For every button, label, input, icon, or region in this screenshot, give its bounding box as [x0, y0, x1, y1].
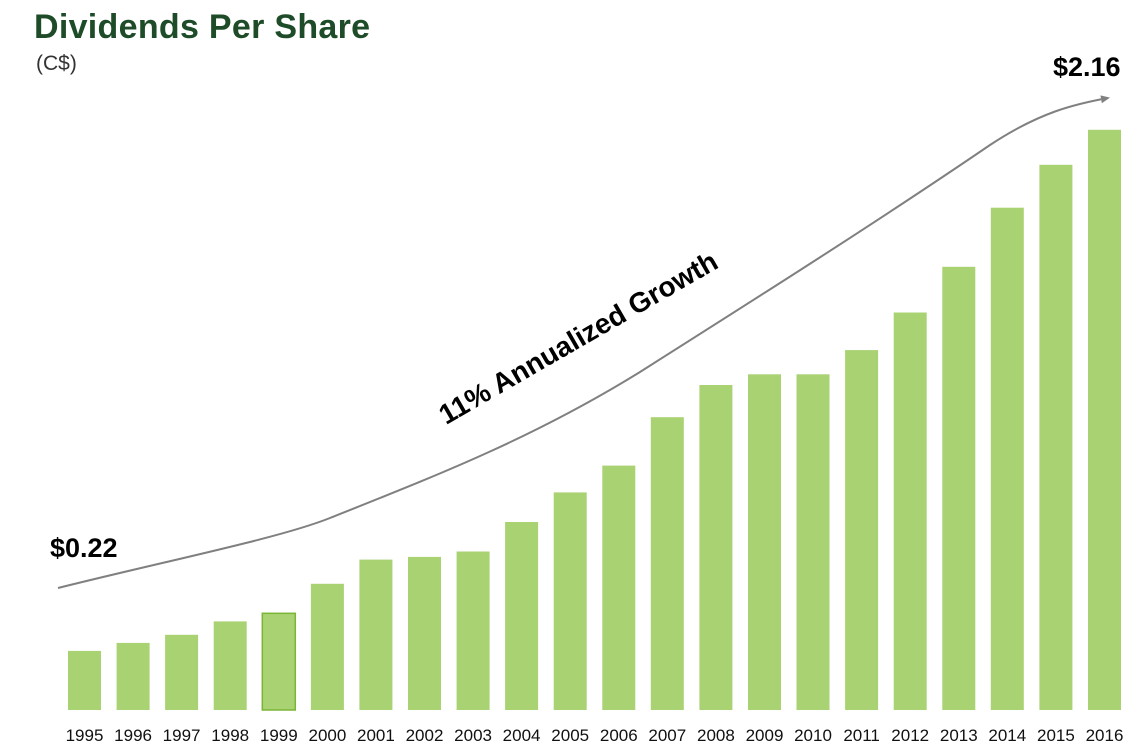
x-tick-2014: 2014	[988, 726, 1026, 745]
bar-1999	[261, 612, 297, 711]
x-tick-1995: 1995	[66, 726, 104, 745]
x-tick-2013: 2013	[940, 726, 978, 745]
x-axis-ticks: 1995 1996 1997 1998 1999 2000 2001 2002 2003 2004…	[66, 726, 1124, 745]
x-tick-1999: 1999	[260, 726, 298, 745]
x-tick-2007: 2007	[648, 726, 686, 745]
bar-2010	[796, 374, 830, 710]
bar-1998	[213, 621, 247, 710]
bar-2008	[699, 385, 733, 710]
x-tick-2010: 2010	[794, 726, 832, 745]
x-tick-1997: 1997	[163, 726, 201, 745]
bar-2013	[942, 266, 976, 710]
end-value-label: $2.16	[1053, 52, 1121, 82]
x-tick-2016: 2016	[1086, 726, 1124, 745]
x-tick-2001: 2001	[357, 726, 395, 745]
bar-2005	[553, 492, 587, 710]
bar-2006	[602, 465, 636, 710]
bar-1995	[68, 650, 101, 710]
x-tick-2009: 2009	[746, 726, 784, 745]
x-tick-1996: 1996	[114, 726, 152, 745]
x-tick-2012: 2012	[891, 726, 929, 745]
bar-2012	[893, 312, 927, 710]
bar-2001	[359, 559, 393, 710]
x-tick-2008: 2008	[697, 726, 735, 745]
bar-2016	[1088, 129, 1121, 711]
x-tick-2002: 2002	[406, 726, 444, 745]
growth-trend-arrow	[57, 95, 1110, 589]
x-tick-2003: 2003	[454, 726, 492, 745]
bar-2002	[408, 556, 441, 710]
growth-rate-label: 11% Annualized Growth	[434, 245, 723, 430]
bar-1996	[116, 642, 150, 710]
x-tick-2006: 2006	[600, 726, 638, 745]
x-tick-2011: 2011	[843, 726, 880, 745]
x-tick-1998: 1998	[211, 726, 249, 745]
chart-title: Dividends Per Share	[34, 8, 371, 46]
x-tick-2005: 2005	[551, 726, 589, 745]
start-value-label: $0.22	[50, 533, 118, 563]
bar-2004	[505, 522, 539, 710]
bar-2015	[1039, 164, 1073, 711]
bar-1997	[165, 634, 199, 710]
bar-2000	[310, 583, 344, 710]
x-tick-2000: 2000	[308, 726, 346, 745]
x-tick-2004: 2004	[503, 726, 541, 745]
bar-2007	[650, 417, 684, 710]
bar-2014	[990, 207, 1024, 710]
bar-2011	[845, 350, 879, 710]
bar-2003	[456, 551, 490, 710]
x-tick-2015: 2015	[1037, 726, 1075, 745]
bar-2009	[748, 374, 781, 710]
bar-series	[68, 129, 1121, 711]
chart-subtitle: (C$)	[36, 52, 77, 75]
